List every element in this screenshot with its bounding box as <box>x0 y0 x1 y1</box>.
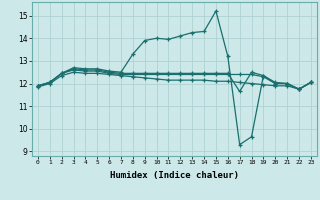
X-axis label: Humidex (Indice chaleur): Humidex (Indice chaleur) <box>110 171 239 180</box>
